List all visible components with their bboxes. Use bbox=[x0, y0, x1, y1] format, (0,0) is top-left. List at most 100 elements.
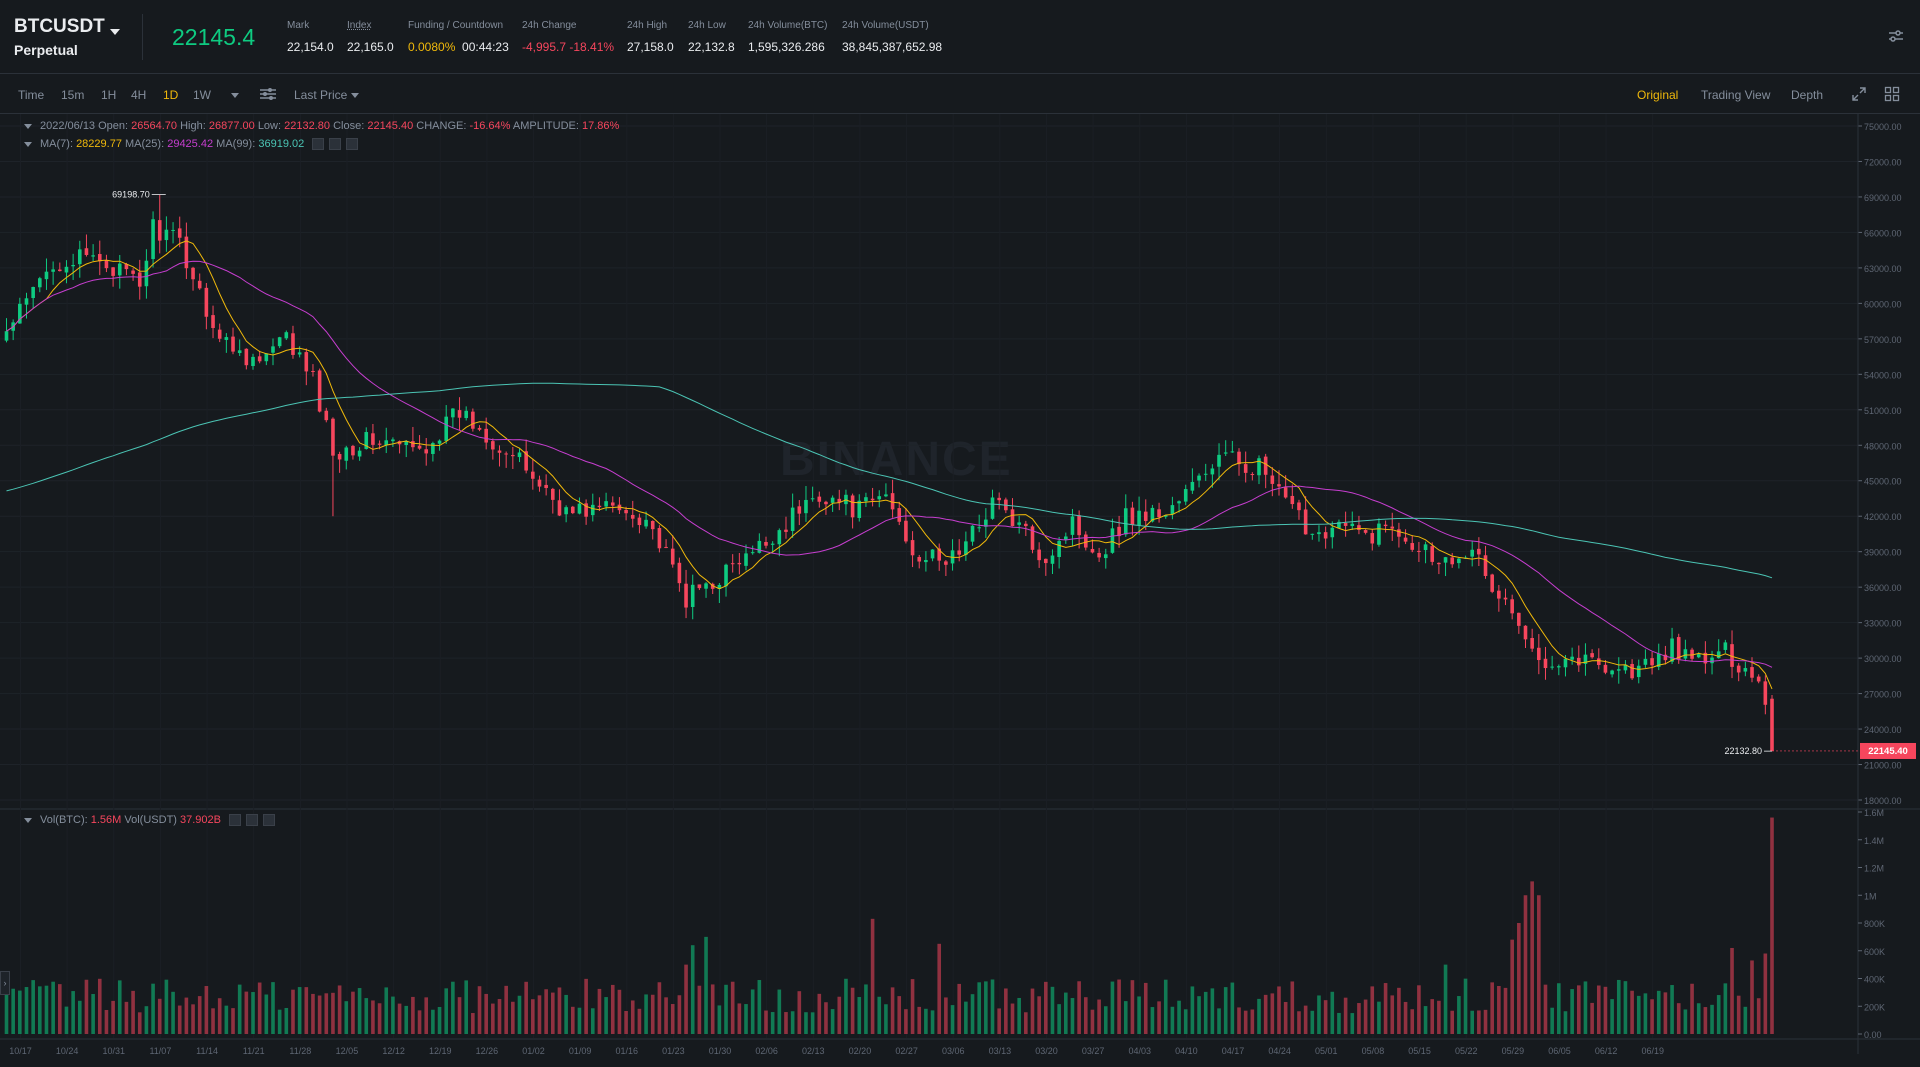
volume-bar bbox=[417, 1010, 422, 1034]
time-axis-label: 02/06 bbox=[755, 1046, 778, 1056]
candle-body bbox=[950, 550, 955, 564]
volume-bar bbox=[904, 1009, 908, 1034]
volume-bar bbox=[1743, 1006, 1748, 1034]
collapse-caret-icon[interactable] bbox=[24, 123, 32, 129]
view-original[interactable]: Original bbox=[1637, 88, 1679, 102]
volume-bar bbox=[1477, 1010, 1481, 1034]
interval-4h[interactable]: 4H bbox=[131, 88, 147, 102]
view-depth[interactable]: Depth bbox=[1791, 88, 1824, 102]
stat-index[interactable]: Index 22,165.0 bbox=[347, 20, 394, 54]
volume-bar bbox=[677, 995, 682, 1034]
volume-bar bbox=[284, 1007, 289, 1034]
volume-bar bbox=[1310, 1010, 1315, 1034]
symbol-dropdown-icon[interactable] bbox=[110, 29, 120, 35]
candle-body bbox=[1230, 451, 1235, 453]
volume-bar bbox=[1670, 985, 1674, 1034]
price-chart[interactable]: 75000.00 72000.00 69000.00 66000.00 63000.00… bbox=[0, 114, 1920, 1067]
volume-bar bbox=[1723, 983, 1728, 1034]
volume-bar bbox=[784, 1012, 788, 1034]
volume-bar bbox=[790, 1011, 795, 1034]
volume-bar bbox=[744, 1004, 748, 1034]
time-axis-label: 06/19 bbox=[1641, 1046, 1664, 1056]
volume-bar bbox=[404, 1005, 409, 1034]
sliders-settings-icon[interactable] bbox=[1888, 28, 1904, 44]
candle-body bbox=[1403, 537, 1408, 542]
indicator-settings-icon[interactable] bbox=[259, 87, 277, 101]
candle-body bbox=[504, 453, 508, 455]
volume-bar bbox=[1557, 983, 1561, 1034]
volume-bar bbox=[1163, 979, 1168, 1034]
volume-bar bbox=[737, 1003, 742, 1034]
candle-body bbox=[1643, 658, 1648, 665]
interval-1h[interactable]: 1H bbox=[101, 88, 117, 102]
volume-bar bbox=[1676, 1003, 1681, 1034]
candle-body bbox=[1710, 657, 1714, 664]
volume-axis-label: 600K bbox=[1864, 947, 1885, 957]
candle-body bbox=[1537, 647, 1541, 661]
candle-body bbox=[1183, 489, 1188, 502]
price-type-select[interactable]: Last Price bbox=[294, 88, 360, 102]
volume-bar bbox=[1730, 947, 1734, 1034]
time-axis-label: 03/06 bbox=[942, 1046, 965, 1056]
stat-label[interactable]: Index bbox=[347, 20, 372, 31]
volume-bar bbox=[1443, 964, 1448, 1034]
volume-bar bbox=[1643, 993, 1648, 1034]
interval-time[interactable]: Time bbox=[18, 88, 45, 102]
candle-body bbox=[830, 497, 835, 503]
time-axis-label: 05/01 bbox=[1315, 1046, 1338, 1056]
volume-bar bbox=[824, 1002, 828, 1034]
candle-body bbox=[1050, 555, 1055, 564]
stat-funding: Funding / Countdown 0.0080% 00:44:23 bbox=[408, 20, 509, 54]
indicator-close-box-icon[interactable] bbox=[346, 138, 359, 151]
candle-body bbox=[737, 562, 742, 565]
candle-body bbox=[211, 315, 215, 328]
volume-bar bbox=[684, 964, 688, 1034]
collapse-caret-icon[interactable] bbox=[24, 141, 32, 147]
interval-1d[interactable]: 1D bbox=[163, 88, 179, 102]
stat-value: -4,995.7 -18.41% bbox=[522, 40, 615, 54]
interval-15m[interactable]: 15m bbox=[61, 88, 85, 102]
volume-bar bbox=[717, 1005, 722, 1034]
candle-body bbox=[291, 333, 295, 355]
candle-body bbox=[1570, 656, 1574, 660]
volume-bar bbox=[697, 985, 702, 1034]
candle-body bbox=[1756, 676, 1761, 682]
fullscreen-icon[interactable] bbox=[1851, 86, 1867, 102]
expand-sidebar-handle[interactable]: › bbox=[0, 971, 10, 995]
volume-bar bbox=[1630, 990, 1634, 1034]
legend-low: 22132.80 bbox=[284, 120, 331, 132]
candle-body bbox=[564, 507, 568, 515]
interval-1w[interactable]: 1W bbox=[193, 88, 211, 102]
collapse-caret-icon[interactable] bbox=[24, 817, 32, 823]
candle-body bbox=[930, 549, 935, 559]
indicator-settings-box-icon[interactable] bbox=[312, 138, 325, 151]
candle-body bbox=[637, 517, 642, 526]
symbol-name[interactable]: BTCUSDT bbox=[14, 16, 105, 37]
indicator-hide-box-icon[interactable] bbox=[246, 814, 259, 827]
volume-bar bbox=[117, 980, 122, 1034]
volume-bar bbox=[131, 990, 135, 1034]
candle-body bbox=[1070, 516, 1075, 535]
more-intervals-caret-icon[interactable] bbox=[231, 88, 239, 102]
price-type-label: Last Price bbox=[294, 88, 348, 102]
volume-bar bbox=[617, 989, 622, 1034]
candle-body bbox=[371, 433, 375, 445]
layout-grid-icon[interactable] bbox=[1884, 86, 1900, 102]
candle-body bbox=[984, 519, 988, 527]
candle-body bbox=[677, 562, 682, 584]
candle-body bbox=[1337, 521, 1341, 529]
candle-body bbox=[1517, 612, 1521, 626]
volume-bar bbox=[957, 983, 962, 1034]
candle-body bbox=[877, 496, 882, 500]
candle-body bbox=[630, 514, 635, 519]
volume-bar bbox=[1517, 923, 1521, 1034]
volume-bar bbox=[704, 936, 708, 1034]
volume-bar bbox=[191, 1004, 195, 1034]
view-trading-view[interactable]: Trading View bbox=[1701, 88, 1771, 102]
candle-body bbox=[1550, 666, 1554, 668]
volume-bar bbox=[1343, 997, 1348, 1034]
indicator-hide-box-icon[interactable] bbox=[329, 138, 342, 151]
indicator-settings-box-icon[interactable] bbox=[229, 814, 242, 827]
volume-bar bbox=[1237, 1007, 1241, 1034]
indicator-close-box-icon[interactable] bbox=[263, 814, 276, 827]
